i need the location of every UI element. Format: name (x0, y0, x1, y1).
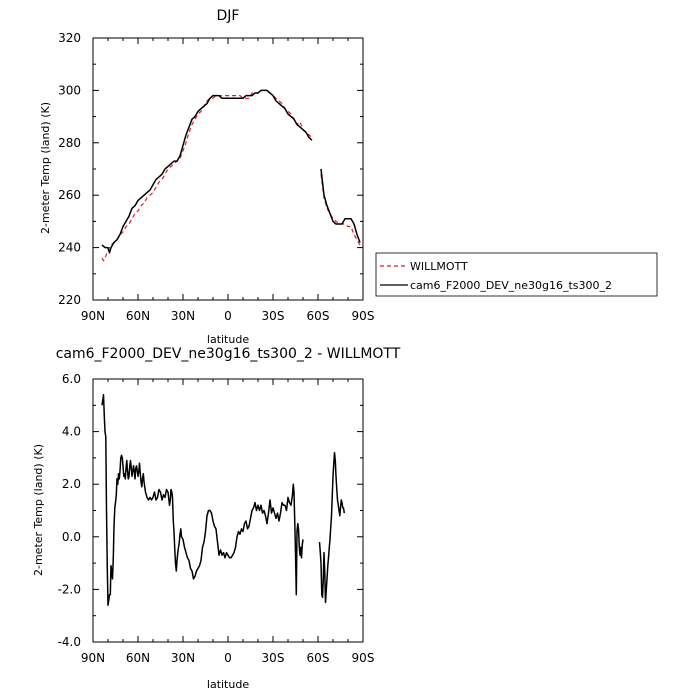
chart-bottom-ylabel: 2-meter Temp (land) (K) (32, 444, 45, 576)
chart-top-panel: DJF 2-meter Temp (land) (K) latitude 90N… (39, 8, 374, 346)
chart-bottom-ytick-label: -4.0 (58, 635, 81, 649)
chart-top-ytick-label: 280 (58, 136, 81, 150)
chart-bottom-ytick-label: 4.0 (62, 425, 81, 439)
chart-top-ytick-label: 220 (58, 293, 81, 307)
chart-bottom-xtick-label: 90N (81, 651, 105, 665)
chart-bottom-xtick-label: 30N (171, 651, 195, 665)
chart-top-xtick-label: 0 (224, 309, 232, 323)
chart-top-title: DJF (217, 8, 240, 24)
chart-top-series-1-line (101, 89, 313, 254)
chart-bottom-ytick-label: 2.0 (62, 477, 81, 491)
chart-top-ytick-label: 320 (58, 31, 81, 45)
chart-bottom-ytick-label: 6.0 (62, 372, 81, 386)
chart-top-series-0-line (320, 174, 361, 246)
chart-top-xtick-label: 90S (352, 309, 375, 323)
chart-bottom-xlabel: latitude (207, 678, 249, 691)
chart-top-xlabel: latitude (207, 333, 249, 346)
chart-bottom-xtick-label: 90S (352, 651, 375, 665)
chart-bottom-frame (92, 378, 364, 643)
chart-top-xtick-label: 30N (171, 309, 195, 323)
legend-label-model: cam6_F2000_DEV_ne30g16_ts300_2 (410, 279, 612, 292)
chart-top-ylabel: 2-meter Temp (land) (K) (39, 102, 52, 234)
chart-top-series-1-line (320, 168, 361, 243)
chart-bottom-ytick-label: 0.0 (62, 530, 81, 544)
chart-bottom-xtick-label: 30S (262, 651, 285, 665)
legend-label-willmott: WILLMOTT (410, 260, 468, 273)
chart-bottom-xtick-label: 0 (224, 651, 232, 665)
chart-top-xtick-label: 30S (262, 309, 285, 323)
chart-top-series-0-line (101, 89, 313, 262)
chart-top-xtick-label: 60S (307, 309, 330, 323)
chart-top-ytick-label: 240 (58, 241, 81, 255)
chart-bottom-panel: cam6_F2000_DEV_ne30g16_ts300_2 - WILLMOT… (32, 346, 401, 691)
chart-top-frame (92, 37, 364, 301)
chart-top-xtick-label: 60N (126, 309, 150, 323)
chart-bottom-title: cam6_F2000_DEV_ne30g16_ts300_2 - WILLMOT… (56, 346, 401, 362)
chart-bottom-xtick-label: 60S (307, 651, 330, 665)
chart-bottom-ytick-label: -2.0 (58, 582, 81, 596)
chart-bottom-series-0-line (318, 451, 346, 604)
chart-top-ytick-label: 260 (58, 188, 81, 202)
chart-top-ytick-label: 300 (58, 83, 81, 97)
chart-bottom-xtick-label: 60N (126, 651, 150, 665)
chart-bottom-series-0-line (101, 394, 304, 606)
legend: WILLMOTT cam6_F2000_DEV_ne30g16_ts300_2 (375, 252, 658, 297)
chart-top-xtick-label: 90N (81, 309, 105, 323)
legend-box (375, 252, 658, 297)
